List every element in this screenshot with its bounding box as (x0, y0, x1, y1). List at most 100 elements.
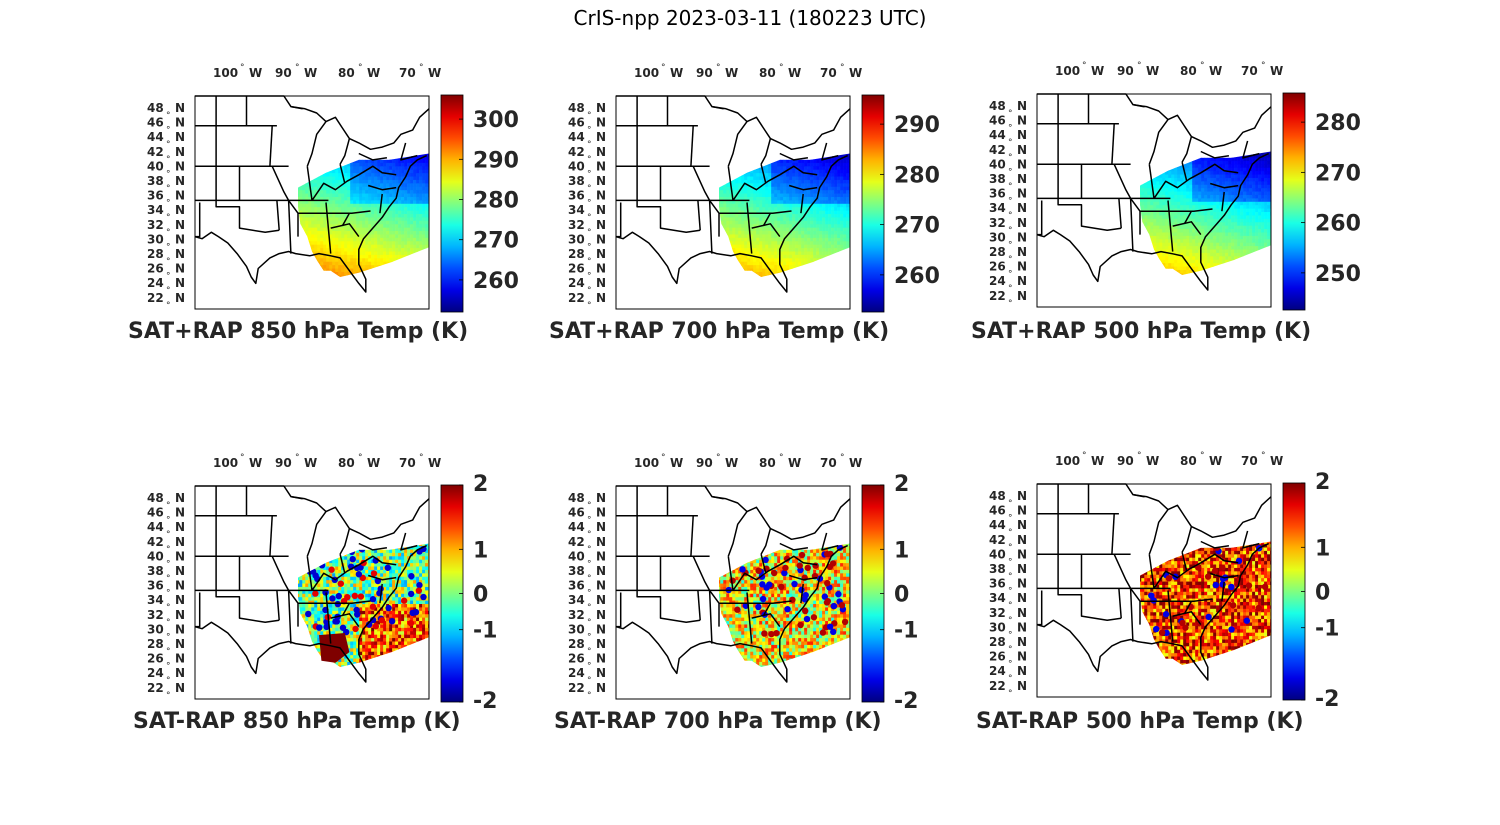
lon-label: 70 (820, 66, 837, 80)
lat-suffix: N (596, 232, 606, 246)
lat-label: 32 (147, 218, 164, 232)
lon-label: 100 (1055, 454, 1080, 468)
lat-suffix: N (175, 579, 185, 593)
map-plot: 100 ° W 90 ° W 80 ° W 70 ° W48°N46°N44°N42°N40°N38°… (989, 61, 1361, 311)
colorbar-tick-label: -2 (473, 689, 497, 714)
lon-suffix: W (725, 66, 738, 80)
degree-mark: ° (1008, 299, 1013, 309)
lat-label: 26 (989, 260, 1006, 274)
degree-mark: ° (587, 286, 592, 296)
lat-suffix: N (175, 218, 185, 232)
lat-suffix: N (175, 520, 185, 534)
lat-suffix: N (1017, 157, 1027, 171)
lat-label: 36 (147, 579, 164, 593)
lat-label: 48 (989, 489, 1006, 503)
degree-mark: ° (166, 574, 171, 584)
degree-mark: ° (1008, 284, 1013, 294)
lat-suffix: N (596, 593, 606, 607)
colorbar-tick-label: 0 (894, 583, 909, 608)
degree-mark: ° (1008, 499, 1013, 509)
lat-suffix: N (175, 174, 185, 188)
lat-label: 38 (989, 172, 1006, 186)
colorbar-tick-label: -1 (1315, 617, 1339, 642)
lat-suffix: N (1017, 114, 1027, 128)
degree-mark: ° (587, 574, 592, 584)
lat-label: 26 (989, 650, 1006, 664)
degree-mark: ° (587, 676, 592, 686)
lat-label: 28 (568, 247, 585, 261)
lon-label: 80 (338, 456, 355, 470)
lat-suffix: N (596, 116, 606, 130)
lat-label: 34 (147, 593, 164, 607)
lon-suffix: W (670, 456, 683, 470)
degree-mark: ° (166, 618, 171, 628)
lat-suffix: N (1017, 489, 1027, 503)
map-plot: 100 ° W 90 ° W 80 ° W 70 ° W48°N46°N44°N42°N40°N38°… (989, 451, 1339, 712)
lon-label: 100 (1055, 64, 1080, 78)
lat-label: 38 (568, 174, 585, 188)
lat-suffix: N (175, 593, 185, 607)
lat-label: 44 (989, 518, 1006, 532)
lat-label: 48 (147, 491, 164, 505)
lat-label: 44 (147, 520, 164, 534)
lat-suffix: N (1017, 577, 1027, 591)
lat-label: 40 (989, 547, 1006, 561)
lat-label: 30 (147, 232, 164, 246)
degree-mark: ° (1261, 451, 1266, 461)
lat-label: 24 (989, 274, 1006, 288)
lon-label: 90 (696, 66, 713, 80)
degree-mark: ° (587, 662, 592, 672)
lat-label: 32 (989, 606, 1006, 620)
lon-label: 100 (213, 456, 238, 470)
degree-mark: ° (166, 213, 171, 223)
degree-mark: ° (587, 228, 592, 238)
lat-label: 38 (147, 174, 164, 188)
colorbar-tick-label: 280 (473, 189, 519, 214)
degree-mark: ° (1082, 451, 1087, 461)
degree-mark: ° (1008, 543, 1013, 553)
degree-mark: ° (587, 501, 592, 511)
lon-label: 80 (1180, 64, 1197, 78)
lat-suffix: N (1017, 289, 1027, 303)
lat-label: 34 (989, 201, 1006, 215)
degree-mark: ° (1008, 138, 1013, 148)
lon-suffix: W (249, 66, 262, 80)
lat-label: 32 (989, 216, 1006, 230)
lat-label: 46 (568, 506, 585, 520)
lon-suffix: W (367, 456, 380, 470)
lat-label: 28 (989, 245, 1006, 259)
lat-label: 42 (147, 145, 164, 159)
lat-suffix: N (1017, 99, 1027, 113)
map-frame (615, 95, 851, 310)
degree-mark: ° (1008, 226, 1013, 236)
degree-mark: ° (1200, 61, 1205, 71)
colorbar (1282, 92, 1306, 311)
degree-mark: ° (587, 559, 592, 569)
lat-suffix: N (1017, 635, 1027, 649)
degree-mark: ° (166, 559, 171, 569)
lat-label: 48 (989, 99, 1006, 113)
lat-suffix: N (1017, 533, 1027, 547)
lat-label: 32 (568, 218, 585, 232)
lon-label: 90 (696, 456, 713, 470)
colorbar-tick-label: -1 (473, 619, 497, 644)
degree-mark: ° (587, 301, 592, 311)
lat-suffix: N (1017, 230, 1027, 244)
lat-label: 46 (989, 114, 1006, 128)
colorbar-tick-label: 290 (473, 148, 519, 173)
lon-suffix: W (1270, 454, 1283, 468)
degree-mark: ° (587, 516, 592, 526)
lat-suffix: N (1017, 664, 1027, 678)
lon-suffix: W (1270, 64, 1283, 78)
lon-suffix: W (1091, 64, 1104, 78)
lat-label: 22 (568, 291, 585, 305)
lat-label: 34 (568, 593, 585, 607)
degree-mark: ° (1008, 167, 1013, 177)
degree-mark: ° (1008, 124, 1013, 134)
degree-mark: ° (166, 589, 171, 599)
degree-mark: ° (587, 140, 592, 150)
degree-mark: ° (587, 545, 592, 555)
lat-label: 30 (147, 622, 164, 636)
degree-mark: ° (166, 272, 171, 282)
lat-label: 46 (989, 504, 1006, 518)
